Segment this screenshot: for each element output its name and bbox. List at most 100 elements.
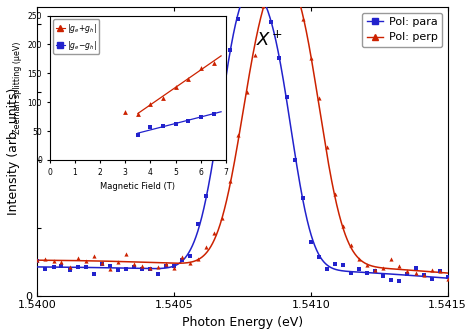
Point [162, 262, 170, 267]
Point [130, 261, 138, 266]
Legend: Pol: para, Pol: perp: Pol: para, Pol: perp [362, 12, 442, 47]
Point [299, 196, 307, 201]
Point [235, 16, 242, 22]
Point [299, 16, 307, 22]
Point [194, 221, 202, 226]
Point [186, 261, 194, 266]
Point [444, 277, 451, 282]
Point [243, 89, 250, 94]
Point [339, 262, 347, 267]
Point [202, 244, 210, 249]
Point [364, 270, 371, 276]
Point [388, 257, 395, 262]
Point [251, 53, 258, 58]
Point [122, 266, 130, 271]
Point [90, 253, 98, 258]
Y-axis label: Intensity (arb. units): Intensity (arb. units) [7, 88, 20, 215]
Point [154, 264, 162, 270]
Point [34, 258, 41, 264]
Point [178, 254, 186, 259]
Point [98, 260, 105, 265]
Point [42, 266, 49, 271]
Point [114, 267, 122, 273]
Point [323, 266, 331, 272]
Point [323, 145, 331, 150]
Point [90, 271, 98, 277]
Point [356, 266, 363, 272]
Point [186, 253, 194, 258]
Point [130, 264, 138, 269]
Point [154, 271, 162, 276]
Point [315, 254, 323, 260]
Point [170, 263, 178, 268]
Point [219, 88, 226, 94]
Text: X$^+$: X$^+$ [256, 31, 283, 50]
Point [315, 96, 323, 101]
Point [444, 275, 451, 280]
Point [82, 265, 90, 270]
Point [106, 267, 114, 272]
Point [364, 262, 371, 267]
Point [396, 263, 403, 268]
Point [339, 223, 347, 229]
Point [122, 252, 130, 257]
Point [404, 269, 411, 274]
Point [34, 257, 41, 262]
Point [98, 261, 105, 267]
Point [114, 259, 122, 264]
Point [74, 256, 82, 261]
Point [436, 268, 443, 274]
Point [210, 151, 218, 156]
Point [178, 257, 186, 263]
Point [50, 258, 57, 263]
Point [202, 194, 210, 199]
Point [227, 47, 234, 53]
Point [420, 273, 428, 278]
Point [259, 4, 266, 9]
Point [162, 263, 170, 269]
Point [50, 264, 57, 269]
Point [170, 265, 178, 271]
X-axis label: Photon Energy (eV): Photon Energy (eV) [182, 316, 303, 329]
Point [58, 259, 65, 264]
Point [436, 268, 443, 274]
Point [82, 258, 90, 264]
Point [275, 55, 283, 60]
Point [291, 158, 299, 163]
Point [194, 256, 202, 262]
Point [235, 132, 242, 138]
Point [146, 267, 154, 272]
Point [331, 261, 339, 267]
Point [251, 0, 258, 3]
Point [307, 55, 315, 60]
Point [138, 263, 146, 269]
Point [347, 242, 355, 248]
Point [412, 270, 419, 275]
Point [372, 268, 379, 274]
Point [219, 215, 226, 221]
Point [428, 267, 435, 273]
Point [283, 94, 291, 99]
Point [428, 276, 435, 282]
Point [58, 263, 65, 268]
Point [307, 239, 315, 244]
Point [380, 266, 387, 271]
Point [227, 178, 234, 184]
Point [380, 274, 387, 279]
Point [420, 272, 428, 278]
Point [388, 278, 395, 283]
Point [42, 256, 49, 262]
Point [347, 270, 355, 276]
Point [106, 263, 114, 268]
Point [412, 265, 419, 270]
Point [210, 230, 218, 236]
Point [66, 267, 73, 273]
Point [267, 19, 274, 25]
Point [138, 267, 146, 272]
Point [331, 192, 339, 197]
Point [356, 256, 363, 261]
Point [396, 278, 403, 284]
Point [66, 264, 73, 269]
Point [74, 265, 82, 270]
Point [404, 271, 411, 277]
